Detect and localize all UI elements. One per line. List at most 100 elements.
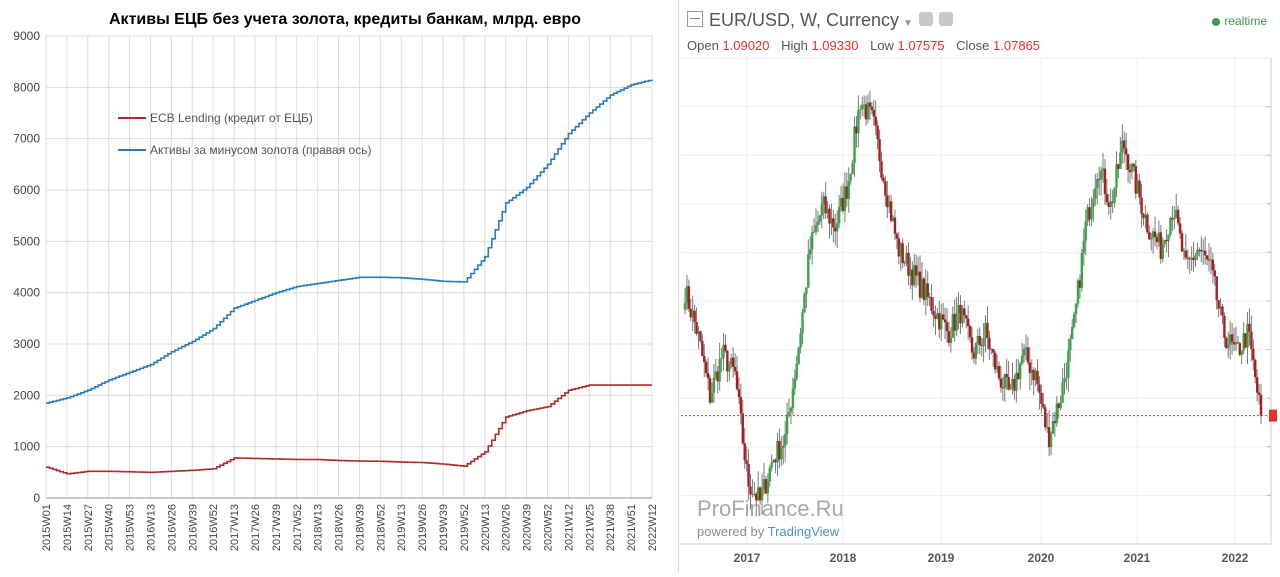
candle-body: [693, 311, 695, 322]
candle-body: [1214, 270, 1216, 276]
candle-body: [801, 312, 803, 333]
candle-body: [788, 412, 790, 415]
candle-body: [813, 232, 815, 233]
candle-body: [1183, 251, 1185, 252]
candle-body: [1113, 188, 1115, 203]
candle-body: [1206, 255, 1208, 259]
candle-body: [1194, 255, 1196, 260]
candle-body: [799, 334, 801, 348]
candle-body: [794, 379, 796, 389]
candle-body: [1110, 201, 1112, 206]
candle-body: [853, 127, 855, 163]
candle-body: [871, 107, 873, 110]
x-tick-label: 2021W25: [584, 504, 596, 551]
candle-body: [1256, 377, 1258, 392]
candle-body: [1100, 171, 1102, 180]
candle-body: [1094, 188, 1096, 198]
candle-body: [749, 486, 751, 494]
x-tick-label: 2020W26: [501, 504, 513, 551]
close-value: 1.07865: [993, 38, 1040, 53]
x-tick-label: 2017W39: [271, 504, 283, 551]
candle-body: [1175, 210, 1177, 218]
candle-body: [734, 367, 736, 371]
candle-body: [751, 494, 753, 495]
candle-body: [815, 225, 817, 231]
tradingview-link[interactable]: TradingView: [768, 524, 840, 539]
candle-body: [1187, 258, 1189, 259]
y-tick-label: 6000: [13, 183, 40, 197]
candle-body: [1140, 198, 1142, 214]
candle-body: [898, 239, 900, 257]
candle-body: [1084, 221, 1086, 240]
collapse-icon[interactable]: [687, 11, 703, 27]
candle-body: [907, 253, 909, 276]
candle-body: [695, 322, 697, 334]
candle-body: [911, 270, 913, 286]
candle-body: [944, 319, 946, 322]
high-value: 1.09330: [811, 38, 858, 53]
open-label: Open: [687, 38, 719, 53]
settings-icon[interactable]: [919, 12, 933, 26]
candle-body: [826, 209, 828, 214]
candle-body: [846, 186, 848, 198]
candle-body: [948, 331, 950, 343]
candle-body: [982, 338, 984, 346]
powered-by[interactable]: powered by TradingView: [697, 524, 839, 539]
candle-body: [722, 345, 724, 358]
candle-body: [809, 249, 811, 254]
candle-body: [869, 103, 871, 107]
gear-icon[interactable]: [939, 12, 953, 26]
candle-body: [844, 186, 846, 210]
candle-body: [1237, 342, 1239, 343]
candle-body: [692, 311, 694, 318]
candle-body: [807, 254, 809, 287]
candle-body: [913, 265, 915, 285]
candle-body: [1144, 215, 1146, 218]
candle-body: [990, 349, 992, 350]
x-tick-label: 2017W26: [250, 504, 262, 551]
candle-body: [1160, 232, 1162, 259]
candle-body: [805, 287, 807, 294]
candle-body: [711, 393, 713, 403]
candle-body: [713, 378, 715, 393]
candle-body: [901, 243, 903, 263]
candle-body: [778, 441, 780, 459]
candle-body: [1054, 421, 1056, 423]
candle-body: [875, 116, 877, 125]
candle-body: [1215, 276, 1217, 300]
symbol-header[interactable]: EUR/USD, W, Currency▼: [687, 10, 953, 31]
candle-body: [892, 218, 894, 221]
candle-body: [1135, 166, 1137, 193]
candle-body: [1235, 342, 1237, 344]
candle-body: [821, 204, 823, 215]
candle-body: [1067, 350, 1069, 377]
candle-body: [1088, 207, 1090, 219]
candle-body: [784, 434, 786, 445]
candle-body: [1152, 231, 1154, 237]
chevron-down-icon[interactable]: ▼: [903, 18, 913, 29]
candle-body: [953, 314, 955, 331]
y-tick-label: 0: [33, 491, 40, 505]
candle-body: [1108, 202, 1110, 207]
candle-body: [1059, 403, 1061, 408]
y-tick-label: 9000: [13, 29, 40, 43]
candle-body: [867, 103, 869, 120]
candle-body: [1015, 373, 1017, 391]
candle-body: [1217, 300, 1219, 309]
open-value: 1.09020: [722, 38, 769, 53]
candle-body: [1241, 351, 1243, 355]
x-tick-label: 2016W52: [208, 504, 220, 551]
x-tick-label: 2017W13: [229, 504, 241, 551]
candle-body: [1156, 237, 1158, 242]
candle-body: [1200, 250, 1202, 251]
candle-body: [1233, 342, 1235, 344]
candle-body: [1086, 207, 1088, 221]
candle-body: [930, 297, 932, 311]
candle-body: [1111, 201, 1113, 202]
candle-body: [817, 222, 819, 226]
candle-body: [707, 373, 709, 378]
candle-body: [1061, 382, 1063, 403]
candle-body: [811, 232, 813, 249]
candle-body: [1179, 223, 1181, 233]
